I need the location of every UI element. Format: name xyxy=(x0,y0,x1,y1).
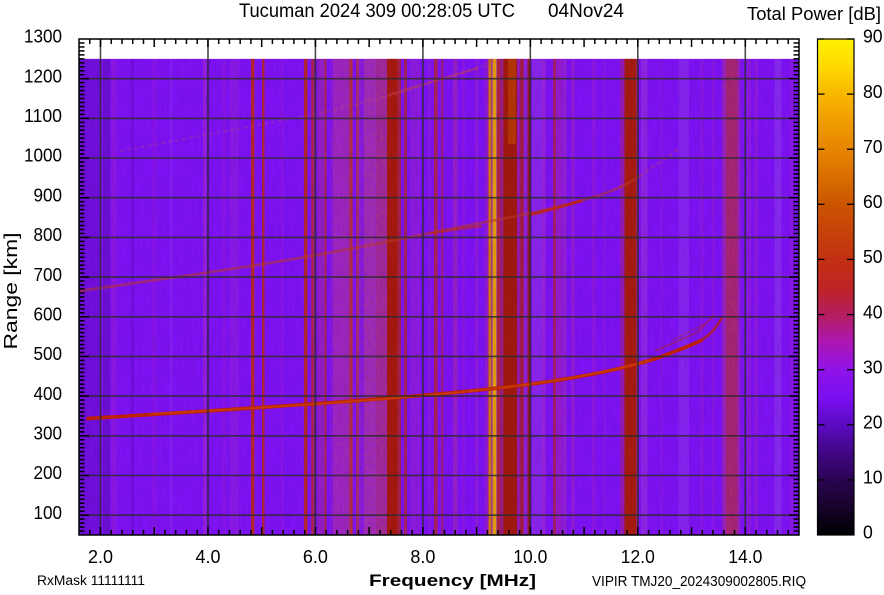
svg-text:Total Power [dB]: Total Power [dB] xyxy=(747,3,881,24)
svg-text:Frequency [MHz]: Frequency [MHz] xyxy=(369,571,536,590)
svg-text:12.0: 12.0 xyxy=(621,546,655,567)
svg-text:400: 400 xyxy=(34,383,63,404)
svg-text:Range [km]: Range [km] xyxy=(0,233,21,350)
svg-text:50: 50 xyxy=(863,246,883,267)
svg-text:60: 60 xyxy=(863,191,883,212)
svg-text:14.0: 14.0 xyxy=(728,546,762,567)
svg-text:300: 300 xyxy=(34,423,63,444)
svg-text:1100: 1100 xyxy=(24,105,62,126)
svg-text:1300: 1300 xyxy=(24,26,62,47)
svg-text:70: 70 xyxy=(863,136,883,157)
svg-text:500: 500 xyxy=(34,343,63,364)
svg-text:800: 800 xyxy=(34,224,63,245)
svg-text:Tucuman 2024 309 00:28:05 UTC: Tucuman 2024 309 00:28:05 UTC xyxy=(239,1,515,22)
svg-text:2.0: 2.0 xyxy=(88,546,113,567)
svg-text:40: 40 xyxy=(863,301,883,322)
svg-text:4.0: 4.0 xyxy=(196,546,221,567)
svg-text:100: 100 xyxy=(34,502,63,523)
svg-text:04Nov24: 04Nov24 xyxy=(548,1,624,22)
svg-text:700: 700 xyxy=(34,264,63,285)
svg-text:RxMask 11111111: RxMask 11111111 xyxy=(37,573,145,588)
svg-text:1200: 1200 xyxy=(24,65,62,86)
svg-text:600: 600 xyxy=(34,304,63,325)
svg-text:6.0: 6.0 xyxy=(303,546,328,567)
svg-text:20: 20 xyxy=(863,412,883,433)
svg-text:900: 900 xyxy=(34,184,63,205)
svg-text:10: 10 xyxy=(863,467,883,488)
svg-text:80: 80 xyxy=(863,81,883,102)
svg-text:0: 0 xyxy=(863,522,873,543)
svg-text:8.0: 8.0 xyxy=(410,546,435,567)
svg-text:1000: 1000 xyxy=(24,145,62,166)
svg-text:VIPIR TMJ20_2024309002805.RIQ: VIPIR TMJ20_2024309002805.RIQ xyxy=(592,573,806,590)
svg-text:30: 30 xyxy=(863,356,883,377)
svg-text:10.0: 10.0 xyxy=(513,546,547,567)
svg-text:90: 90 xyxy=(863,26,883,47)
svg-text:200: 200 xyxy=(34,462,63,483)
